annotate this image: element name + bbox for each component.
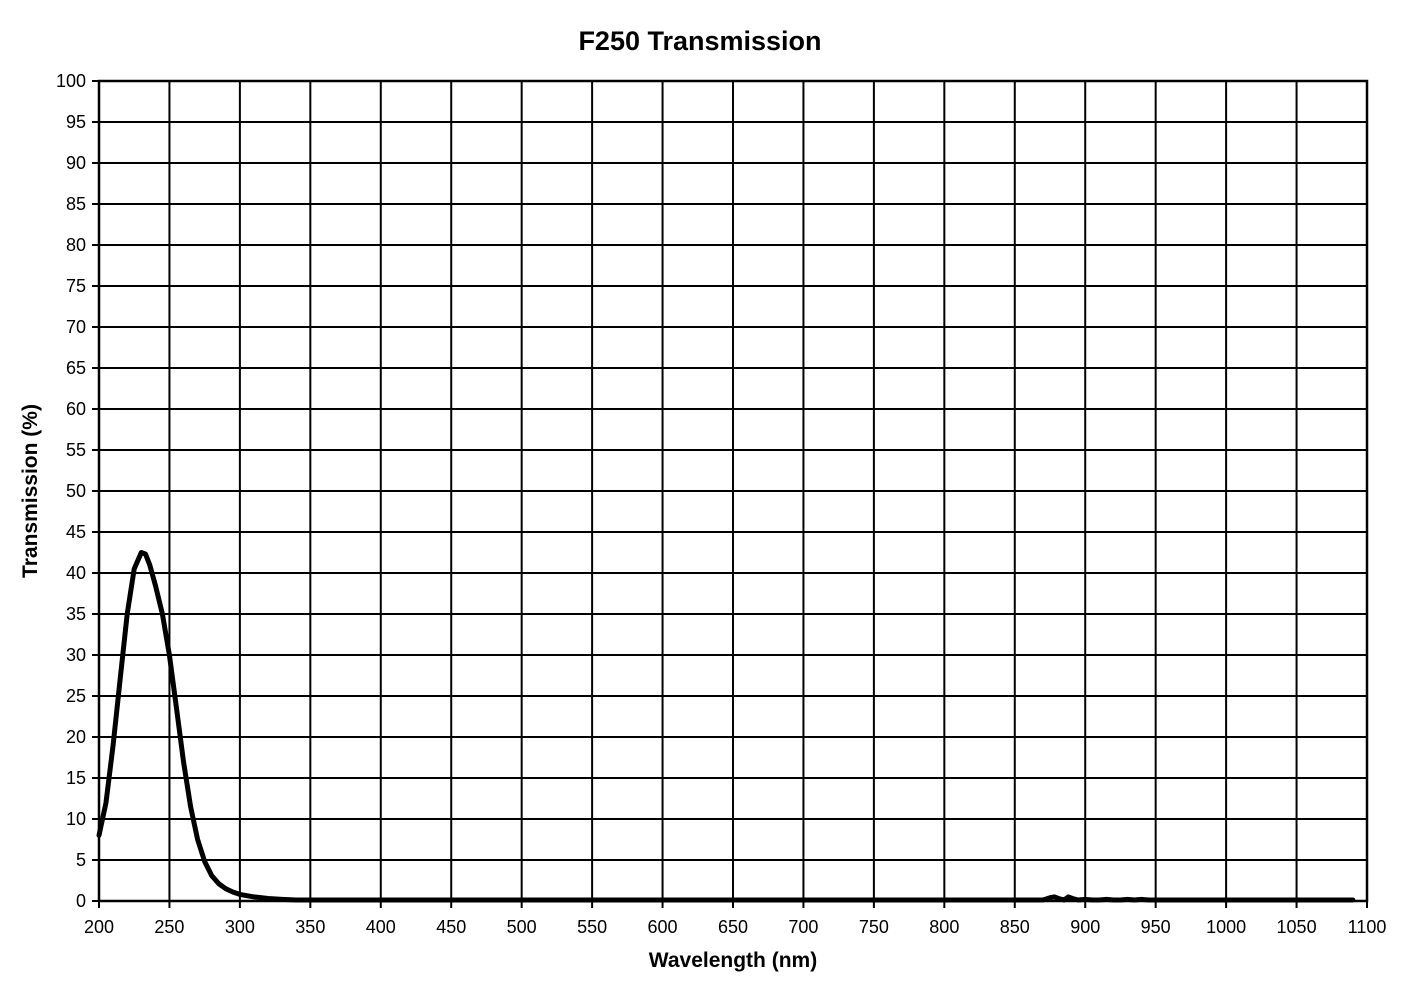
chart-title: F250 Transmission [578, 26, 821, 56]
y-tick-label: 30 [66, 645, 86, 665]
y-tick-label: 35 [66, 604, 86, 624]
y-tick-label: 45 [66, 522, 86, 542]
x-tick-label: 750 [859, 917, 889, 937]
x-tick-label: 450 [436, 917, 466, 937]
x-tick-label: 1000 [1206, 917, 1246, 937]
y-tick-label: 25 [66, 686, 86, 706]
transmission-curve [96, 550, 1356, 903]
x-tick-label: 550 [577, 917, 607, 937]
x-tick-label: 950 [1141, 917, 1171, 937]
y-tick-label: 80 [66, 235, 86, 255]
y-tick-label: 0 [76, 891, 86, 911]
y-axis-ticks: 0 5 10 15 20 25 30 35 40 45 50 55 60 65 70 75 80 85 90 95 10… [56, 71, 86, 911]
y-axis-label: Transmission (%) [19, 404, 42, 578]
y-tick-label: 70 [66, 317, 86, 337]
y-tick-label: 65 [66, 358, 86, 378]
x-tick-label: 250 [154, 917, 184, 937]
x-tick-label: 850 [1000, 917, 1030, 937]
y-tick-label: 15 [66, 768, 86, 788]
x-tick-label: 200 [84, 917, 114, 937]
x-axis-label: Wavelength (nm) [649, 949, 817, 972]
y-tick-label: 85 [66, 194, 86, 214]
x-tick-label: 500 [507, 917, 537, 937]
y-tick-label: 40 [66, 563, 86, 583]
y-tick-label: 90 [66, 153, 86, 173]
y-tick-label: 100 [56, 71, 86, 91]
y-tick-label: 5 [76, 850, 86, 870]
y-tick-label: 75 [66, 276, 86, 296]
x-tick-label: 1050 [1277, 917, 1317, 937]
y-tick-label: 20 [66, 727, 86, 747]
x-tick-label: 900 [1070, 917, 1100, 937]
y-tick-label: 10 [66, 809, 86, 829]
y-tick-label: 55 [66, 440, 86, 460]
x-tick-label: 650 [718, 917, 748, 937]
x-tick-label: 700 [788, 917, 818, 937]
x-axis-ticks: 200 250 300 350 400 450 500 550 600 650 700 750 800 8… [84, 917, 1386, 937]
y-tick-label: 50 [66, 481, 86, 501]
y-tick-label: 60 [66, 399, 86, 419]
x-tick-label: 300 [225, 917, 255, 937]
x-tick-label: 800 [929, 917, 959, 937]
x-tick-label: 1100 [1348, 917, 1387, 937]
x-tick-label: 400 [366, 917, 396, 937]
y-tick-label: 95 [66, 112, 86, 132]
grid [92, 80, 1368, 908]
x-tick-label: 600 [648, 917, 678, 937]
x-tick-label: 350 [295, 917, 325, 937]
